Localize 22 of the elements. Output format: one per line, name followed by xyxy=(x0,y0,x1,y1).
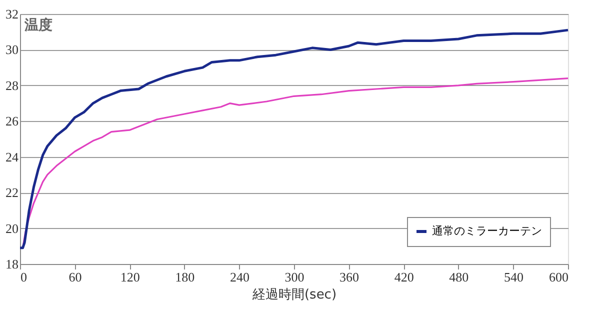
y-tick-label: 18 xyxy=(6,256,18,272)
x-tick-label: 0 xyxy=(20,270,27,284)
x-tick-label: 480 xyxy=(449,270,469,284)
x-tick-label: 180 xyxy=(175,270,195,284)
x-tick-label: 420 xyxy=(394,270,414,284)
legend-label: 通常のミラーカーテン xyxy=(432,224,542,238)
y-tick-label: 28 xyxy=(6,78,18,93)
x-tick-label: 360 xyxy=(340,270,360,284)
x-tick-label: 300 xyxy=(284,270,304,284)
y-tick-label: 32 xyxy=(6,6,18,22)
y-tick-label: 24 xyxy=(6,149,19,164)
y-axis-title: 温度 xyxy=(24,16,52,34)
x-tick-label: 540 xyxy=(504,270,524,284)
y-tick-label: 30 xyxy=(6,42,18,58)
x-tick-label: 600 xyxy=(549,270,568,284)
x-tick-label: 60 xyxy=(68,270,82,284)
x-axis-title: 経過時間(sec) xyxy=(251,288,337,302)
y-tick-label: 20 xyxy=(6,220,18,236)
x-tick-label: 240 xyxy=(230,270,250,284)
y-tick-label: 22 xyxy=(6,185,18,200)
x-tick-label: 120 xyxy=(120,270,140,284)
y-tick-label: 26 xyxy=(6,114,19,129)
